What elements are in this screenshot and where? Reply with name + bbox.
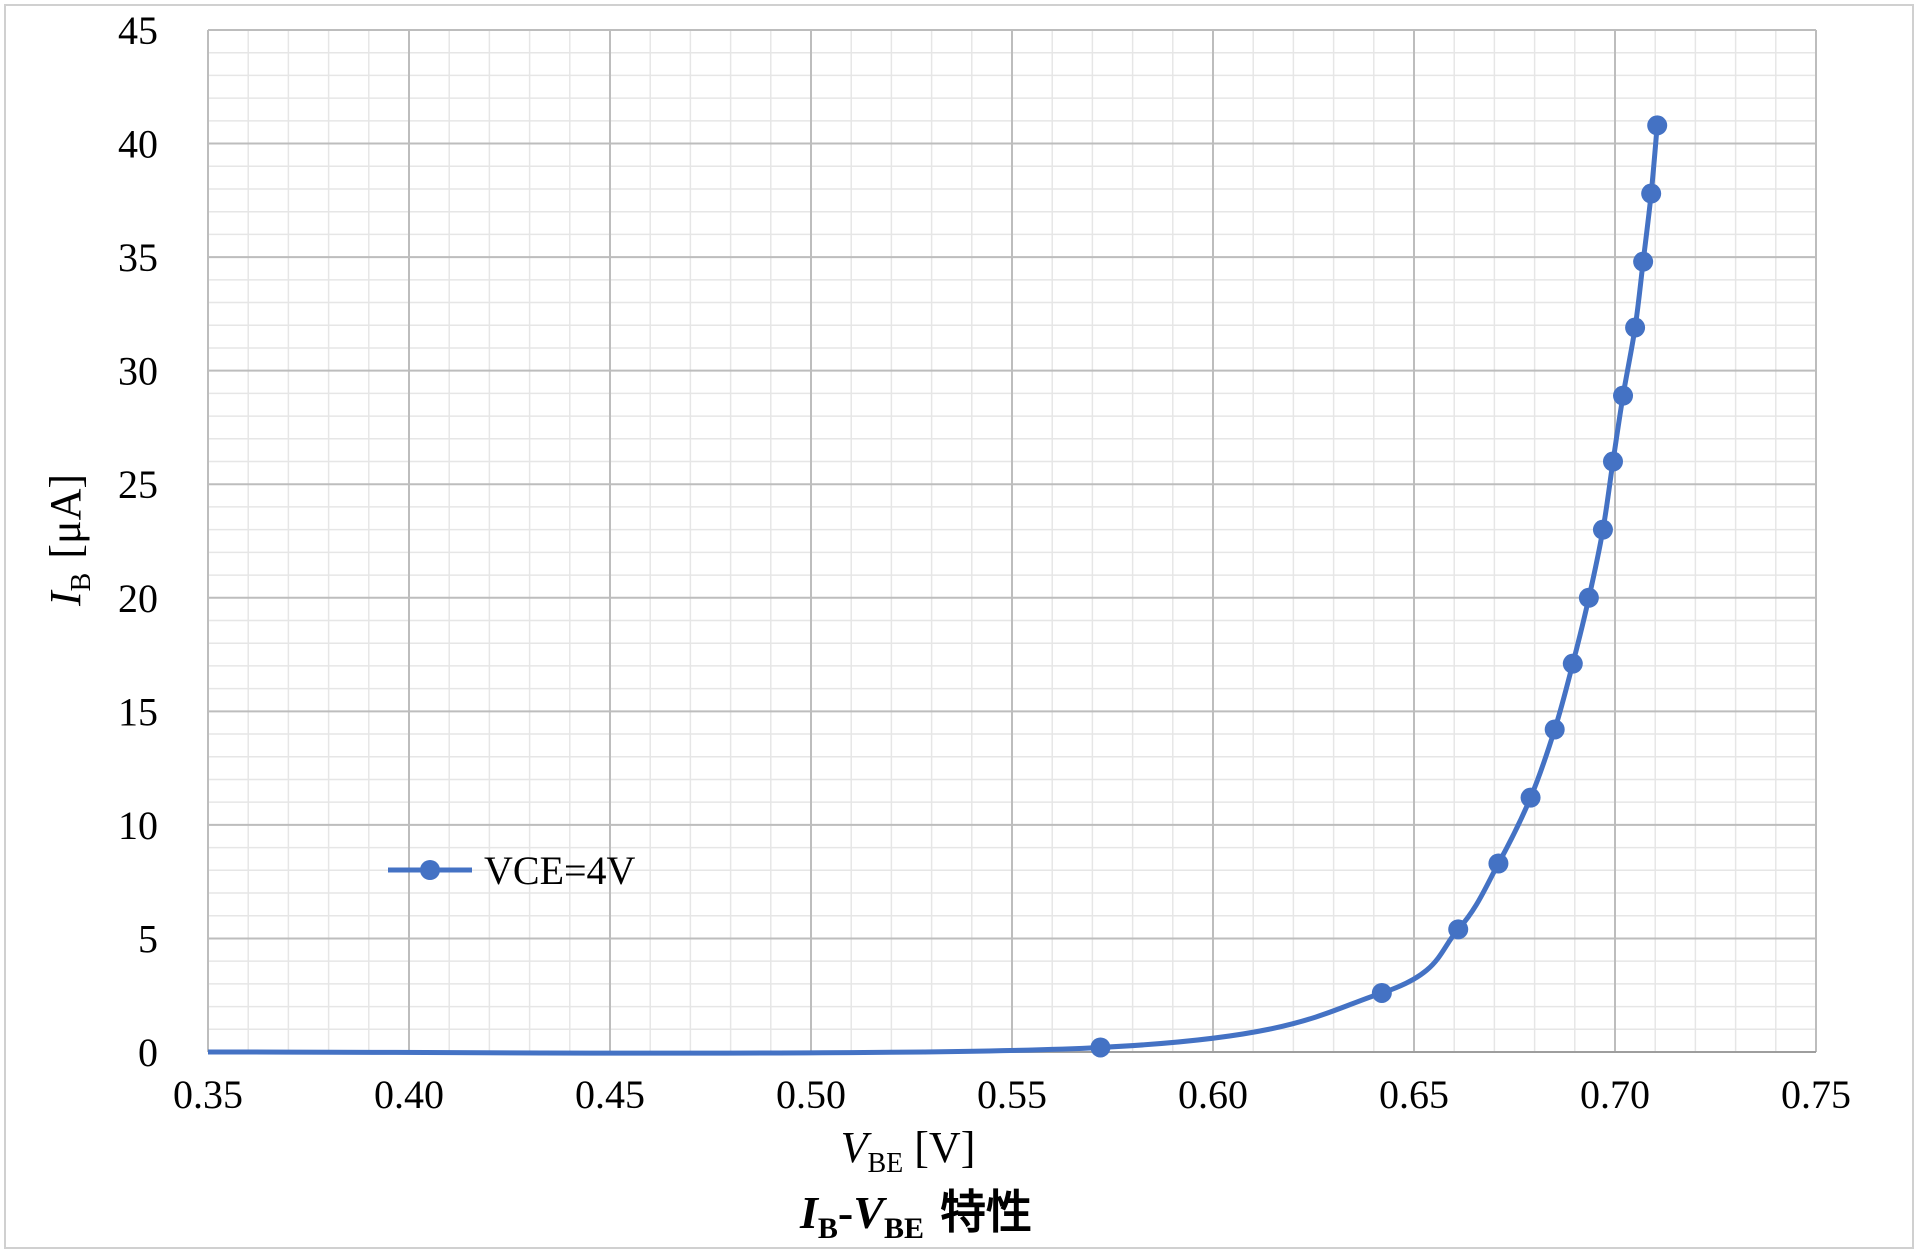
- data-point: [1625, 317, 1646, 338]
- data-point: [1613, 385, 1634, 406]
- y-tick-label: 35: [118, 235, 158, 280]
- y-tick-label: 5: [138, 916, 158, 961]
- y-tick-label: 40: [118, 122, 158, 167]
- y-tick-label: 10: [118, 803, 158, 848]
- y-tick-label: 20: [118, 576, 158, 621]
- y-tick-label: 45: [118, 8, 158, 53]
- x-axis-label-unit: [V]: [903, 1123, 975, 1172]
- title-suffix: 特性: [924, 1185, 1032, 1239]
- series-layer: [207, 115, 1668, 1058]
- data-point: [1090, 1037, 1111, 1058]
- y-axis-label-main: I: [41, 589, 90, 607]
- data-point: [1578, 587, 1599, 608]
- data-point: [1633, 251, 1654, 272]
- y-tick-label: 25: [118, 462, 158, 507]
- data-point: [1544, 719, 1565, 740]
- title-part-1: I: [799, 1187, 820, 1238]
- x-tick-label: 0.35: [173, 1072, 243, 1117]
- x-axis-label: VBE [V]: [841, 1123, 976, 1179]
- legend-marker: [420, 860, 440, 880]
- y-tick-label: 15: [118, 689, 158, 734]
- x-axis-label-main: V: [841, 1123, 873, 1172]
- data-point: [1488, 853, 1509, 874]
- legend-label: VCE=4V: [484, 848, 636, 893]
- x-tick-label: 0.75: [1781, 1072, 1851, 1117]
- data-point: [1520, 787, 1541, 808]
- series-line: [207, 125, 1660, 1056]
- data-point: [1448, 919, 1469, 940]
- x-tick-labels: 0.35 0.40 0.45 0.50 0.55 0.60 0.65 0.70 0.75: [173, 1072, 1851, 1117]
- x-tick-label: 0.60: [1178, 1072, 1248, 1117]
- x-tick-label: 0.65: [1379, 1072, 1449, 1117]
- chart-frame: [4, 4, 1914, 1249]
- chart-title: IB-VBE 特性: [799, 1185, 1032, 1245]
- data-point: [1592, 519, 1613, 540]
- data-point: [1647, 115, 1668, 136]
- title-dash: -: [838, 1187, 853, 1238]
- x-axis-label-sub: BE: [868, 1148, 904, 1179]
- x-tick-label: 0.50: [776, 1072, 846, 1117]
- title-sub-1: B: [818, 1212, 838, 1245]
- y-tick-labels: 0 5 10 15 20 25 30 35 40 45: [118, 8, 158, 1075]
- data-point: [1562, 653, 1583, 674]
- y-axis-label: IB [μA]: [41, 474, 97, 607]
- x-tick-label: 0.40: [374, 1072, 444, 1117]
- y-axis-label-sub: B: [66, 573, 97, 592]
- legend: VCE=4V: [388, 848, 636, 893]
- data-point: [1641, 183, 1662, 204]
- title-sub-2: BE: [884, 1212, 924, 1245]
- y-axis-label-unit: [μA]: [41, 474, 90, 559]
- y-tick-label: 0: [138, 1030, 158, 1075]
- x-tick-label: 0.55: [977, 1072, 1047, 1117]
- x-tick-label: 0.45: [575, 1072, 645, 1117]
- data-point: [1371, 982, 1392, 1003]
- minor-gridlines: [207, 29, 1817, 1053]
- title-part-2: V: [853, 1187, 887, 1238]
- y-tick-label: 30: [118, 349, 158, 394]
- data-point: [1602, 451, 1623, 472]
- x-tick-label: 0.70: [1580, 1072, 1650, 1117]
